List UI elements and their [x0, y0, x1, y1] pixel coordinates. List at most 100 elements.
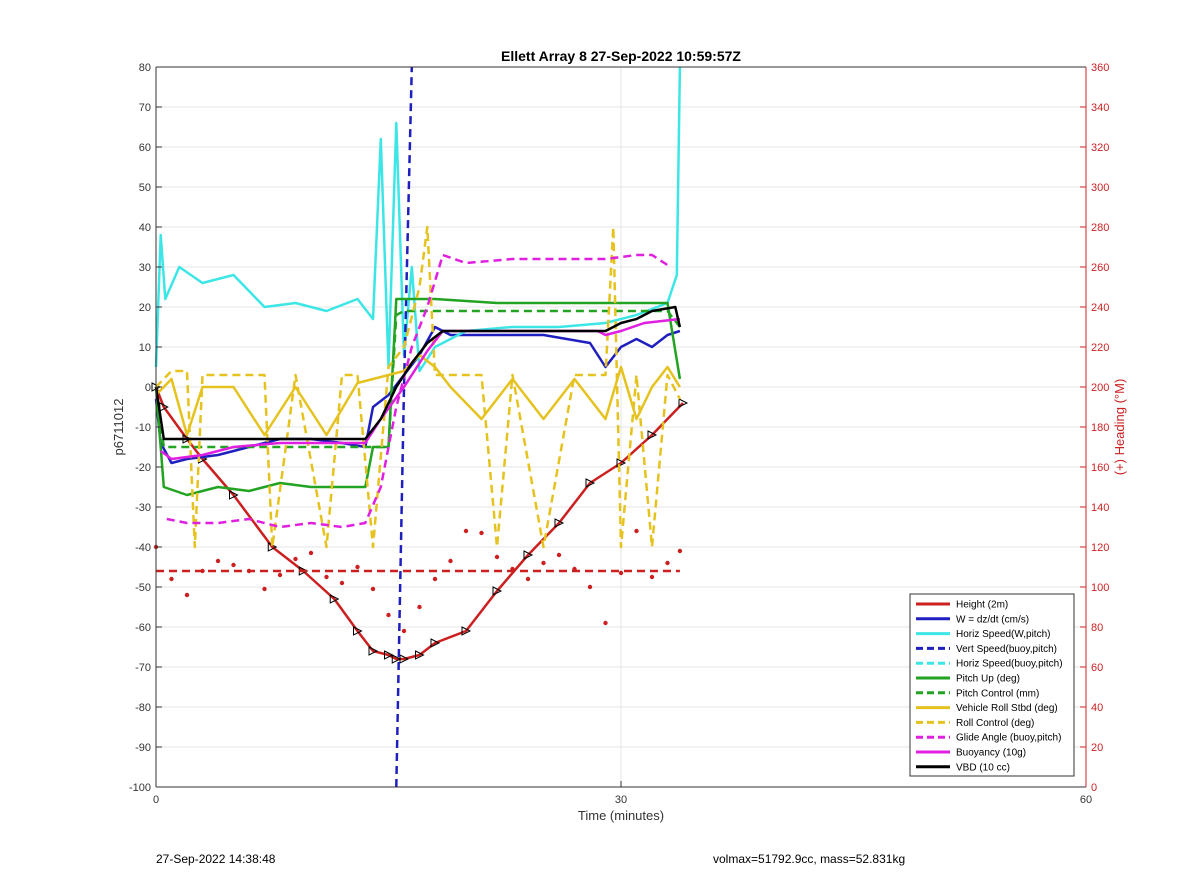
data-point	[554, 518, 565, 528]
data-point	[494, 554, 500, 560]
y-right-tick-label: 220	[1091, 342, 1109, 354]
y-tick-label: -50	[135, 582, 151, 594]
legend-label: VBD (10 cc)	[956, 762, 1010, 773]
y-tick-label: -20	[135, 462, 151, 474]
y-tick-label: 20	[139, 302, 151, 314]
data-point	[647, 430, 658, 440]
data-point	[293, 556, 298, 562]
legend-label: Height (2m)	[956, 600, 1008, 611]
y-right-tick-label: 260	[1091, 262, 1109, 274]
chart-title: Ellett Array 8 27-Sep-2022 10:59:57Z	[501, 48, 741, 64]
data-point	[587, 584, 593, 590]
data-point	[665, 560, 670, 566]
y-right-tick-label: 80	[1091, 622, 1103, 634]
series-roll-control-deg	[155, 225, 682, 549]
data-point	[401, 628, 407, 634]
series-layer	[151, 66, 689, 788]
y-tick-label: 10	[139, 342, 151, 354]
legend-label: Buoyancy (10g)	[956, 748, 1026, 759]
series-vert-speed-buoy-pitch	[395, 66, 414, 788]
legend-label: Roll Control (deg)	[956, 718, 1034, 729]
data-point	[169, 576, 174, 582]
y-right-tick-label: 340	[1091, 102, 1109, 114]
data-point	[415, 650, 425, 660]
data-point	[525, 576, 531, 582]
y-tick-label: 40	[139, 222, 151, 234]
legend-label: Vert Speed(buoy,pitch)	[956, 644, 1057, 655]
y-right-tick-label: 240	[1091, 302, 1109, 314]
y-right-tick-label: 140	[1091, 502, 1109, 514]
legend: Height (2m) W = dz/dt (cm/s) Horiz Speed(W…	[909, 593, 1075, 777]
data-point	[556, 552, 562, 558]
data-point	[386, 612, 391, 618]
data-point	[649, 574, 655, 580]
data-point	[391, 654, 402, 664]
y-right-tick-label: 120	[1091, 542, 1109, 554]
legend-label: Glide Angle (buoy,pitch)	[956, 733, 1061, 744]
data-point	[384, 650, 394, 660]
legend-label: Horiz Speed(W,pitch)	[956, 629, 1050, 640]
y-tick-label: -30	[135, 502, 151, 514]
y-tick-label: -90	[135, 742, 151, 754]
data-point	[461, 626, 472, 636]
y-tick-label: 70	[139, 102, 151, 114]
x-tick-label: 30	[615, 794, 627, 806]
data-point	[448, 558, 453, 564]
y-tick-label: 50	[139, 182, 151, 194]
data-point	[618, 570, 624, 576]
y-right-tick-label: 180	[1091, 422, 1109, 434]
y-axis-label: p6711012	[111, 399, 126, 456]
data-point	[585, 478, 596, 488]
series-height-2m	[154, 386, 684, 661]
data-point	[368, 646, 379, 656]
legend-label: Horiz Speed(buoy,pitch)	[956, 659, 1063, 670]
y-right-tick-label: 0	[1091, 782, 1097, 794]
y-axis-right-label: (+) Heading (°M)	[1112, 379, 1127, 476]
y-tick-label: 60	[139, 142, 151, 154]
y-right-tick-label: 360	[1091, 62, 1109, 74]
y-right-tick-label: 200	[1091, 382, 1109, 394]
y-right-tick-label: 300	[1091, 182, 1109, 194]
data-point	[308, 550, 314, 556]
data-point	[432, 576, 438, 582]
data-point	[231, 562, 236, 568]
y-tick-label: -70	[135, 662, 151, 674]
data-point	[492, 586, 503, 596]
data-point	[277, 572, 283, 578]
y-tick-label: -40	[135, 542, 151, 554]
x-tick-label: 60	[1080, 794, 1092, 806]
data-point	[353, 626, 363, 636]
x-tick-label: 0	[153, 794, 159, 806]
y-tick-label: -10	[135, 422, 151, 434]
legend-box	[909, 593, 1075, 777]
data-point	[678, 398, 689, 408]
series-heading-m	[153, 528, 683, 634]
y-tick-label: 30	[139, 262, 151, 274]
legend-label: W = dz/dt (cm/s)	[956, 614, 1029, 625]
series-vbd-10-cc	[154, 305, 682, 441]
data-point	[634, 528, 639, 534]
data-point	[417, 604, 422, 610]
series-buoyancy-10g	[159, 317, 681, 461]
y-tick-label: -60	[135, 622, 151, 634]
data-point	[262, 586, 267, 592]
data-point	[184, 592, 190, 598]
y-tick-label: -100	[129, 782, 151, 794]
data-point	[329, 594, 340, 604]
footer-timestamp: 27-Sep-2022 14:38:48	[156, 852, 276, 866]
series-horiz-speed-w-pitch	[154, 66, 682, 373]
data-point	[603, 620, 608, 626]
y-right-tick-label: 60	[1091, 662, 1103, 674]
legend-label: Pitch Control (mm)	[956, 688, 1039, 699]
data-point	[399, 654, 410, 664]
data-point	[355, 564, 360, 570]
data-point	[523, 550, 534, 560]
legend-label: Pitch Up (deg)	[956, 674, 1020, 685]
y-right-tick-label: 20	[1091, 742, 1103, 754]
data-point	[215, 558, 221, 564]
y-right-tick-label: 100	[1091, 582, 1109, 594]
y-tick-label: 0	[145, 382, 151, 394]
footer-volmax-mass: volmax=51792.9cc, mass=52.831kg	[713, 852, 906, 866]
data-point	[541, 560, 546, 566]
